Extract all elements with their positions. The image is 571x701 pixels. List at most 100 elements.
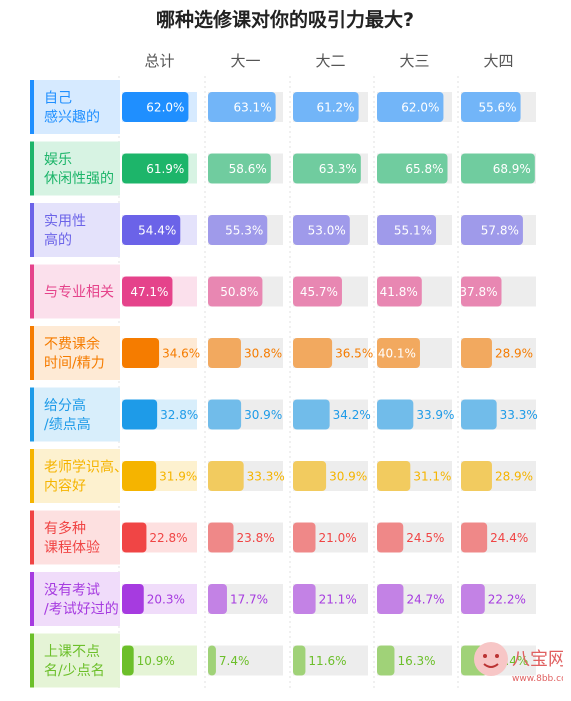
category-label-1-0: 娱乐 — [44, 152, 72, 168]
data-label-5-1: 30.9% — [244, 408, 282, 422]
bar-4-1 — [208, 338, 241, 368]
data-label-0-0: 62.0% — [146, 101, 184, 115]
bar-3-4 — [461, 276, 502, 307]
category-label-1-1: 休闲性强的 — [44, 171, 114, 187]
bar-8-4 — [461, 584, 485, 614]
data-label-0-2: 61.2% — [316, 101, 354, 115]
data-label-3-2: 45.7% — [300, 285, 338, 299]
category-accent-4 — [30, 326, 34, 380]
bar-4-3 — [377, 338, 420, 368]
data-label-2-2: 53.0% — [308, 224, 346, 238]
category-panel-6 — [30, 449, 120, 503]
data-label-2-0: 54.4% — [138, 224, 176, 238]
data-label-2-3: 55.1% — [394, 224, 432, 238]
category-panel-5 — [30, 387, 120, 442]
bar-5-2 — [293, 399, 330, 430]
data-label-9-2: 11.6% — [308, 654, 346, 668]
category-label-6-0: 老师学识高、 — [44, 459, 128, 476]
category-accent-0 — [30, 80, 34, 134]
data-label-3-3: 41.8% — [380, 285, 418, 299]
category-accent-2 — [30, 203, 34, 257]
bar-6-2 — [293, 461, 327, 491]
chart-title: 哪种选修课对你的吸引力最大? — [156, 8, 414, 31]
watermark-logo-icon — [474, 642, 508, 676]
data-label-7-1: 23.8% — [237, 531, 275, 545]
data-label-4-4: 28.9% — [495, 347, 533, 361]
data-label-4-0: 34.6% — [162, 347, 200, 361]
category-label-8-1: /考试好过的 — [44, 602, 119, 618]
data-label-4-1: 30.8% — [244, 347, 282, 361]
bar-7-0 — [122, 522, 147, 553]
bar-3-3 — [377, 276, 422, 307]
data-label-6-1: 33.3% — [247, 470, 285, 484]
category-accent-8 — [30, 572, 34, 626]
category-label-9-1: 名/少点名 — [44, 663, 105, 679]
data-label-8-0: 20.3% — [147, 593, 185, 607]
column-header-0: 总计 — [144, 52, 174, 70]
data-label-5-4: 33.3% — [500, 408, 538, 422]
data-label-0-4: 55.6% — [478, 101, 516, 115]
bar-0-4 — [461, 92, 521, 122]
data-label-5-2: 34.2% — [333, 408, 371, 422]
bar-7-2 — [293, 522, 316, 553]
bar-8-2 — [293, 584, 316, 614]
data-label-7-3: 24.5% — [406, 531, 444, 545]
category-label-0-0: 自己 — [44, 91, 72, 107]
bar-2-4 — [461, 215, 523, 245]
category-accent-1 — [30, 141, 34, 196]
data-label-4-2: 36.5% — [335, 347, 373, 361]
category-label-5-1: /绩点高 — [44, 416, 91, 433]
bar-6-4 — [461, 461, 492, 491]
data-label-1-0: 61.9% — [146, 162, 184, 176]
data-label-3-0: 47.1% — [130, 285, 168, 299]
category-label-7-1: 课程体验 — [44, 540, 100, 556]
category-panel-9 — [30, 633, 120, 688]
bar-7-1 — [208, 522, 234, 553]
data-label-1-4: 68.9% — [493, 162, 531, 176]
column-header-1: 大一 — [230, 52, 260, 70]
data-label-1-3: 65.8% — [405, 162, 443, 176]
bar-7-3 — [377, 522, 404, 553]
bar-8-1 — [208, 584, 227, 614]
data-label-8-1: 17.7% — [230, 593, 268, 607]
bar-1-1 — [208, 153, 271, 184]
category-label-2-1: 高的 — [44, 232, 72, 249]
category-label-8-0: 没有考试 — [44, 583, 100, 599]
category-panel-0 — [30, 80, 120, 134]
bar-9-3 — [377, 645, 395, 676]
bar-3-0 — [122, 276, 173, 307]
data-label-6-4: 28.9% — [495, 470, 533, 484]
data-label-8-2: 21.1% — [319, 593, 357, 607]
data-label-6-2: 30.9% — [329, 470, 367, 484]
bar-6-0 — [122, 461, 157, 491]
category-label-2-0: 实用性 — [44, 214, 86, 230]
bar-7-4 — [461, 522, 488, 553]
data-label-7-2: 21.0% — [319, 531, 357, 545]
bar-2-0 — [122, 215, 181, 245]
data-label-8-3: 24.7% — [406, 593, 444, 607]
bar-5-0 — [122, 399, 158, 430]
category-panel-2 — [30, 203, 120, 257]
bar-0-3 — [377, 92, 444, 122]
bar-4-4 — [461, 338, 492, 368]
bar-3-1 — [208, 276, 263, 307]
category-accent-9 — [30, 633, 34, 688]
data-label-8-4: 22.2% — [488, 593, 526, 607]
category-accent-6 — [30, 449, 34, 503]
bar-6-3 — [377, 461, 411, 491]
bar-1-2 — [293, 153, 361, 184]
category-label-4-0: 不费课余 — [44, 336, 100, 353]
bar-8-3 — [377, 584, 404, 614]
category-label-4-1: 时间/精力 — [44, 356, 105, 372]
data-label-0-3: 62.0% — [401, 101, 439, 115]
bar-4-2 — [293, 338, 333, 368]
bar-9-1 — [208, 645, 216, 676]
bar-5-3 — [377, 399, 414, 430]
watermark-name: 八宝网 — [512, 649, 563, 670]
bar-track-9-0 — [122, 645, 197, 676]
category-label-0-1: 感兴趣的 — [44, 109, 100, 126]
bar-5-4 — [461, 399, 497, 430]
watermark-url: www.8bb.com — [512, 674, 563, 684]
bar-9-2 — [293, 645, 306, 676]
